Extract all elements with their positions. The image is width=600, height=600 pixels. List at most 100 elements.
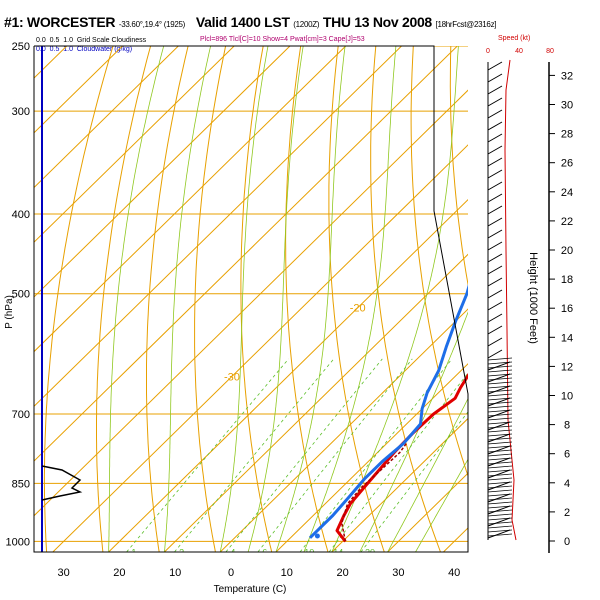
speed-tick-label: 80: [546, 48, 554, 55]
pressure-tick-label: 700: [12, 409, 30, 421]
station-location: -33.60°,19.4° (1925): [118, 20, 186, 29]
isotherm-line: [331, 417, 468, 552]
wind-barb: [487, 349, 503, 359]
wind-barb: [487, 373, 511, 383]
wind-barb: [487, 529, 513, 533]
wind-barb: [487, 521, 513, 525]
pressure-tick-label: 300: [12, 106, 30, 118]
temperature-tick-label: 0: [228, 567, 234, 579]
height-axis-label: Height (1000 Feet): [527, 252, 539, 344]
mixing-ratio-label: 1: [131, 547, 136, 557]
mixing-ratio-label: 2: [179, 547, 184, 557]
wind-barb: [487, 489, 513, 493]
wind-barb: [487, 493, 511, 503]
wind-barb: [487, 449, 513, 453]
mixing-ratio-label: 4: [230, 547, 235, 557]
mixing-ratio-line: [328, 372, 468, 552]
dry-adiabat-line: [410, 46, 468, 478]
sounding-parameters: Plcl=896 Tlcl[C]=10 Show=4 Pwat[cm]=3 Ca…: [200, 36, 365, 43]
wind-barb: [487, 61, 503, 71]
moist-adiabat-line: [387, 397, 468, 552]
moist-adiabat-line: [275, 46, 346, 552]
mixing-ratio-line: [257, 358, 413, 552]
wind-barb: [487, 425, 513, 429]
isotherm-line: [34, 89, 468, 517]
height-tick-label: 18: [561, 274, 573, 286]
speed-tick-label: 40: [515, 48, 523, 55]
dewpoint-profile-line: [308, 284, 468, 539]
isotherm-line: [275, 363, 468, 552]
height-tick-label: 10: [561, 391, 573, 403]
moist-adiabat-line: [164, 46, 211, 552]
isotherm-line: [164, 253, 468, 552]
wind-barb: [487, 133, 503, 143]
valid-date: THU 13 Nov 2008: [322, 14, 432, 30]
wind-barb: [487, 73, 503, 83]
grid-cloudiness-line: [41, 465, 83, 501]
wind-barb: [487, 145, 503, 155]
cloudwater-legend: 0.0 0.5 1.0 Cloudwater (g/kg): [36, 46, 133, 53]
height-tick-label: 0: [564, 536, 570, 548]
mixing-ratio-label: 14: [333, 547, 343, 557]
wind-barb: [487, 413, 513, 417]
moist-adiabat-line: [331, 46, 459, 552]
wind-barb: [487, 437, 513, 441]
height-tick-label: 26: [561, 158, 573, 170]
wind-barb: [487, 509, 513, 513]
wind-barb: [487, 433, 511, 443]
wind-barb: [487, 389, 513, 393]
wind-speed-line: [504, 59, 517, 541]
wind-barb: [487, 497, 513, 501]
height-tick-label: 30: [561, 100, 573, 112]
wind-barb: [487, 421, 511, 431]
isotherm-line: [34, 46, 179, 189]
height-tick-label: 8: [564, 420, 570, 432]
isotherm-label: -20: [350, 303, 366, 315]
wind-barb: [487, 469, 513, 473]
wind-barb: [487, 397, 513, 401]
wind-barb: [487, 241, 503, 251]
wind-barb: [487, 313, 503, 323]
wind-barb: [487, 397, 511, 407]
dry-adiabat-line: [285, 46, 329, 552]
forecast-tag: [18hrFcst@2316z]: [435, 20, 497, 29]
dry-adiabat-line: [240, 46, 273, 552]
height-tick-label: 6: [564, 449, 570, 461]
height-tick-label: 24: [561, 187, 573, 199]
dry-adiabat-line: [564, 46, 600, 552]
wind-barb: [487, 477, 513, 481]
wind-barb: [487, 365, 513, 369]
moist-adiabat-line: [108, 46, 165, 552]
wind-barb: [487, 481, 513, 485]
isotherm-label: -30: [224, 371, 240, 383]
isotherm-line: [34, 46, 123, 134]
wind-barb: [487, 429, 513, 433]
wind-barb: [487, 401, 513, 405]
isotherm-line: [34, 46, 235, 243]
height-tick-label: 4: [564, 478, 570, 490]
wind-panel: 0 40 80: [486, 48, 554, 541]
wind-barb: [487, 465, 513, 469]
wind-barb: [487, 441, 513, 445]
dry-adiabat-line: [370, 46, 441, 552]
wind-barb: [487, 121, 503, 131]
wind-barb: [487, 301, 503, 311]
mixing-ratio-label: 6: [262, 547, 267, 557]
pressure-tick-label: 250: [12, 41, 30, 53]
mixing-ratio-line: [360, 411, 468, 552]
wind-barb: [487, 457, 513, 461]
wind-barb: [487, 325, 503, 335]
moist-adiabat-line: [219, 46, 269, 552]
wind-barb: [487, 385, 511, 395]
temperature-profile-line: [335, 372, 468, 543]
wind-barb: [487, 433, 513, 437]
moist-adiabat-line: [303, 46, 397, 552]
wind-barb: [487, 513, 513, 517]
wind-barb: [487, 381, 513, 385]
dry-adiabat-line: [43, 46, 114, 552]
temperature-tick-label: 20: [336, 567, 348, 579]
parcel-trace-line: [341, 442, 408, 542]
temperature-tick-label: 10: [169, 567, 181, 579]
